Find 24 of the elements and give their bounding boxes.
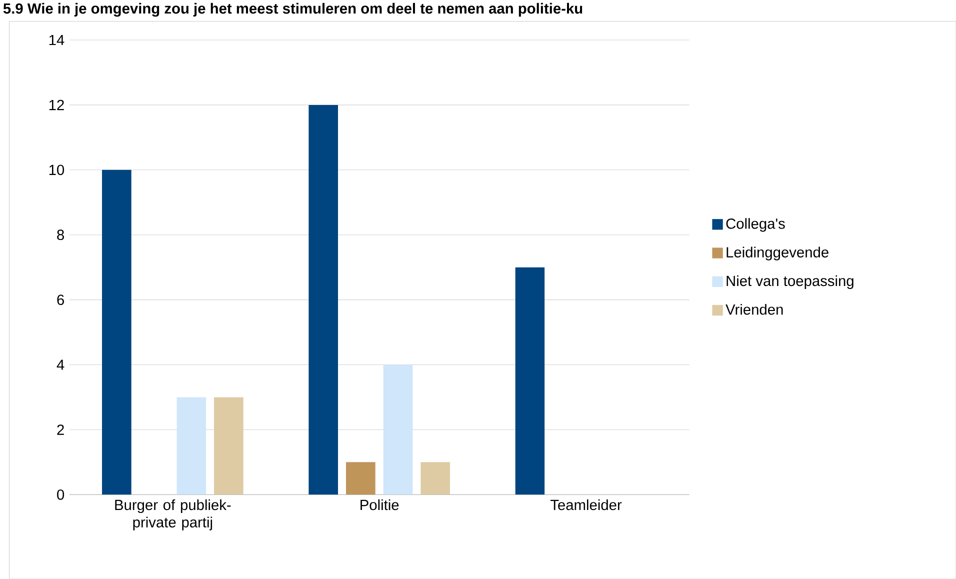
bar	[420, 462, 450, 495]
y-tick-label: 2	[57, 424, 64, 435]
bar	[383, 364, 413, 495]
bar	[308, 105, 338, 495]
y-tick-label: 12	[49, 100, 64, 110]
legend-label: Leidinggevende	[726, 246, 828, 261]
bar	[102, 170, 132, 495]
x-tick-label: Politie	[360, 500, 399, 510]
bar	[214, 397, 244, 495]
y-tick-label: 6	[57, 294, 64, 306]
y-tick-label: 14	[49, 35, 64, 46]
y-tick-label: 0	[57, 490, 64, 500]
legend-label: Collega's	[726, 218, 785, 232]
y-tick-label: 10	[49, 164, 64, 176]
bar	[176, 397, 206, 495]
bar	[346, 462, 376, 495]
legend-label: Niet van toepassing	[726, 276, 854, 290]
y-tick-label: 8	[57, 230, 64, 240]
y-tick-label: 4	[56, 360, 64, 370]
legend-label: Vrienden	[726, 304, 783, 315]
chart-title: 5.9 Wie in je omgeving zou je het meest stimuleren om deel te nemen aan politie-ku	[3, 3, 582, 17]
x-tick-label: Teamleider	[550, 500, 622, 510]
x-tick-label: Burger of publiek-private partij	[115, 500, 231, 531]
bar	[515, 268, 545, 495]
